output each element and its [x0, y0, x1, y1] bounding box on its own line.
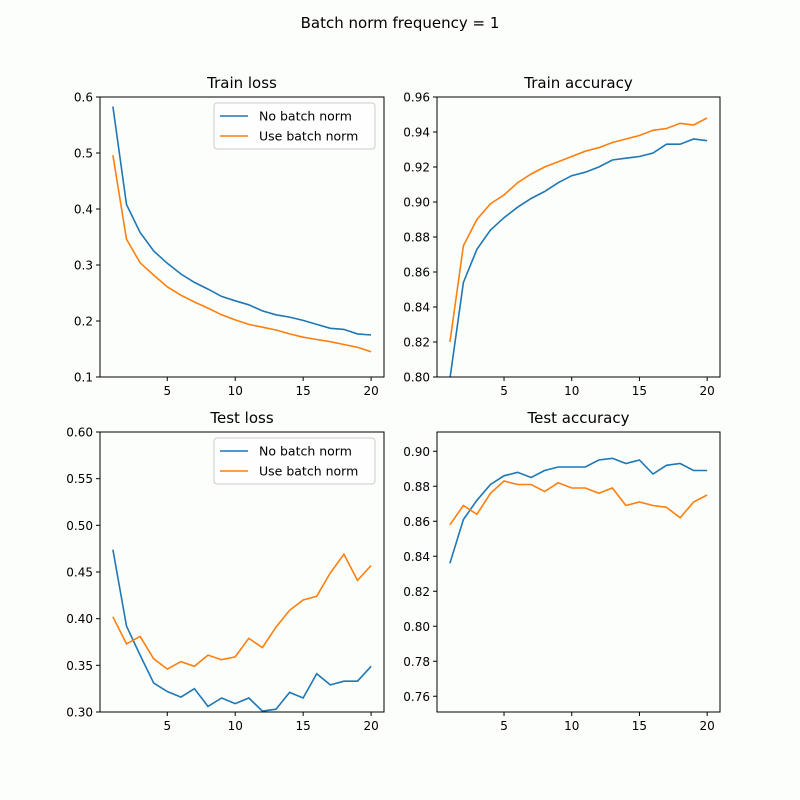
y-tick-label: 0.50 [66, 519, 93, 533]
y-tick-label: 0.35 [66, 659, 93, 673]
y-tick-label: 0.4 [74, 203, 93, 217]
legend-box [213, 437, 376, 485]
y-tick-label: 0.88 [403, 231, 430, 245]
y-tick-label: 0.30 [66, 706, 93, 720]
y-tick-label: 0.40 [66, 612, 93, 626]
axes-frame [436, 431, 721, 713]
series-line-no-batch-norm [112, 106, 372, 336]
x-tick-label: 15 [296, 719, 311, 733]
y-tick-label: 0.55 [66, 472, 93, 486]
x-tick-label: 10 [564, 384, 579, 398]
x-tick-label: 5 [500, 384, 508, 398]
axes-frame [436, 96, 721, 378]
y-tick-label: 0.84 [403, 550, 430, 564]
y-tick-label: 0.80 [403, 620, 430, 634]
subplot-train-accuracy: Train accuracy 5 10 15 20 0.80 0.82 0.84 0.86 0.8… [403, 74, 721, 398]
y-tick-label: 0.92 [403, 161, 430, 175]
y-tick-label: 0.88 [403, 480, 430, 494]
y-tick-label: 0.82 [403, 336, 430, 350]
y-tick-label: 0.90 [403, 196, 430, 210]
series-line-use-batch-norm [112, 155, 372, 353]
series-line-use-batch-norm [449, 480, 708, 526]
x-tick-label: 15 [632, 384, 647, 398]
y-tick-label: 0.80 [403, 371, 430, 385]
axes-title: Train loss [206, 74, 277, 92]
legend: No batch norm Use batch norm [213, 102, 376, 150]
y-tick-label: 0.1 [74, 371, 93, 385]
legend-label-use-batch-norm: Use batch norm [259, 129, 358, 144]
x-tick-label: 5 [500, 719, 508, 733]
x-tick-label: 20 [699, 719, 714, 733]
x-tick-label: 10 [564, 719, 579, 733]
x-tick-label: 20 [363, 719, 378, 733]
series-line-no-batch-norm [449, 457, 708, 564]
axes-title: Train accuracy [523, 74, 633, 92]
subplot-test-loss: Test loss 5 10 15 20 0.30 0.35 0.40 0.45 0.50 0.55… [66, 409, 385, 733]
y-tick-label: 0.60 [66, 426, 93, 440]
y-tick-label: 0.5 [74, 147, 93, 161]
y-tick-label: 0.96 [403, 91, 430, 105]
x-tick-label: 5 [163, 719, 171, 733]
y-tick-label: 0.6 [74, 91, 93, 105]
series-line-no-batch-norm [449, 138, 708, 377]
figure-suptitle: Batch norm frequency = 1 [301, 14, 500, 32]
series-line-no-batch-norm [112, 549, 372, 712]
axes-title: Test loss [209, 409, 273, 427]
subplot-test-accuracy: Test accuracy 5 10 15 20 0.76 0.78 0.80 0.82 0.84… [403, 409, 721, 733]
y-tick-label: 0.78 [403, 655, 430, 669]
y-tick-label: 0.45 [66, 566, 93, 580]
y-tick-label: 0.3 [74, 259, 93, 273]
series-line-use-batch-norm [112, 552, 372, 671]
x-tick-label: 20 [699, 384, 714, 398]
y-tick-label: 0.86 [403, 266, 430, 280]
subplot-train-loss: Train loss 5 10 15 20 0.1 0.2 0.3 0.4 0.5 0.6 No ba… [74, 74, 385, 398]
y-tick-label: 0.86 [403, 515, 430, 529]
y-tick-label: 0.90 [403, 445, 430, 459]
legend-label-no-batch-norm: No batch norm [259, 109, 352, 124]
x-tick-label: 5 [163, 384, 171, 398]
legend-label-use-batch-norm: Use batch norm [259, 464, 358, 479]
x-tick-label: 10 [228, 384, 243, 398]
x-tick-label: 15 [632, 719, 647, 733]
legend: No batch norm Use batch norm [213, 437, 376, 485]
legend-box [213, 102, 376, 150]
y-tick-label: 0.94 [403, 126, 430, 140]
y-tick-label: 0.76 [403, 690, 430, 704]
x-tick-label: 10 [228, 719, 243, 733]
axes-title: Test accuracy [527, 409, 630, 427]
legend-label-no-batch-norm: No batch norm [259, 444, 352, 459]
y-tick-label: 0.2 [74, 315, 93, 329]
y-tick-label: 0.82 [403, 585, 430, 599]
axes-frame [99, 96, 385, 378]
series-line-use-batch-norm [449, 117, 708, 343]
x-tick-label: 15 [296, 384, 311, 398]
y-tick-label: 0.84 [403, 301, 430, 315]
x-tick-label: 20 [363, 384, 378, 398]
